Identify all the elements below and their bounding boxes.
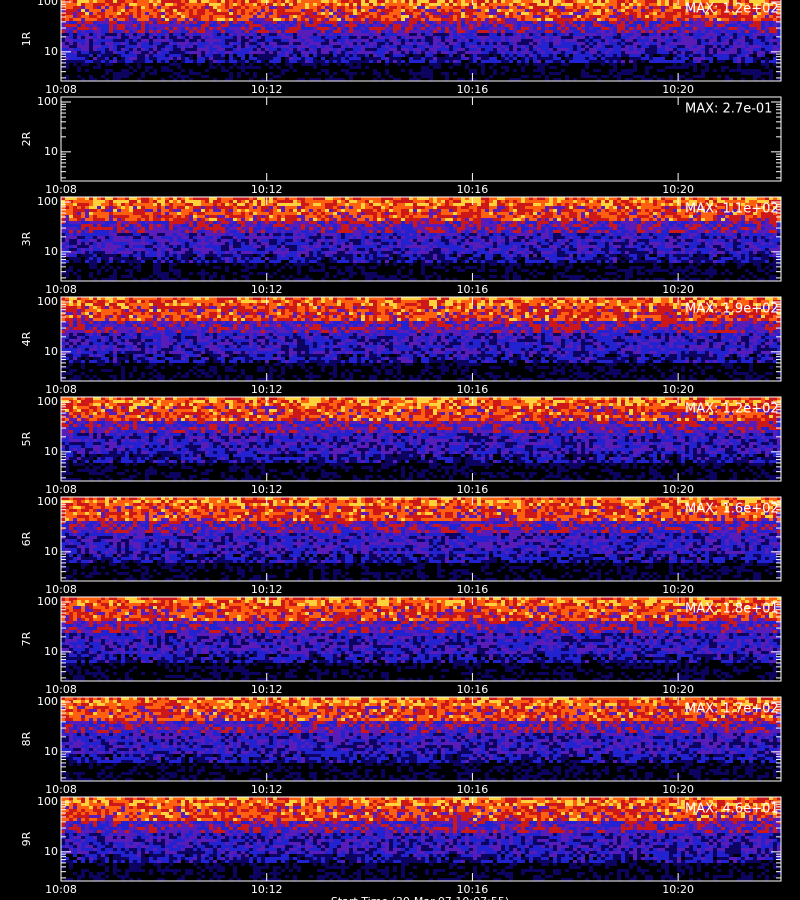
heatmap-texture	[61, 706, 781, 763]
x-tick-label: 10:20	[662, 83, 694, 96]
x-tick-label: 10:08	[45, 283, 77, 296]
plot-frame	[60, 396, 782, 482]
x-tick-label: 10:08	[45, 783, 77, 796]
heatmap-texture	[61, 0, 773, 21]
max-annotation: MAX: 2.7e-01	[685, 102, 772, 117]
heatmap-texture	[61, 6, 781, 63]
heatmap-texture	[77, 597, 781, 621]
y-tick-label: 10	[44, 45, 58, 58]
max-annotation: MAX: 4.6e+01	[685, 802, 779, 817]
x-tick-label: 10:08	[45, 583, 77, 596]
x-tick-label: 10:20	[662, 183, 694, 196]
x-tick-label: 10:08	[45, 83, 77, 96]
y-axis-label: 4R	[20, 331, 33, 346]
x-tick-label: 10:16	[457, 183, 489, 196]
x-tick-label: 10:08	[45, 483, 77, 496]
x-tick-label: 10:20	[662, 583, 694, 596]
x-tick-label: 10:16	[457, 583, 489, 596]
max-annotation: MAX: 1.7e+02	[685, 702, 779, 717]
max-annotation: MAX: 1.6e+02	[685, 502, 779, 517]
x-tick-label: 10:12	[251, 483, 283, 496]
y-tick-label: 100	[37, 695, 58, 708]
x-tick-label: 10:16	[457, 683, 489, 696]
max-annotation: MAX: 1.2e+02	[685, 402, 779, 417]
heatmap-texture	[61, 497, 781, 521]
x-tick-label: 10:16	[457, 383, 489, 396]
y-tick-label: 10	[44, 845, 58, 858]
max-annotation: MAX: 1.9e+02	[685, 302, 779, 317]
plot-frame	[60, 0, 782, 82]
plot-frame	[60, 296, 782, 382]
x-tick-label: 10:12	[251, 683, 283, 696]
y-axis-label: 5R	[20, 431, 33, 446]
heatmap-texture	[61, 197, 781, 221]
x-tick-label: 10:20	[662, 383, 694, 396]
y-tick-label: 10	[44, 645, 58, 658]
x-axis-label: Start Time (30-Mar-07 10:07:55)	[331, 895, 509, 900]
plot-frame	[60, 796, 782, 882]
max-annotation: MAX: 1.1e+02	[685, 202, 779, 217]
y-tick-label: 100	[37, 595, 58, 608]
y-axis-label: 8R	[20, 731, 33, 746]
x-tick-label: 10:16	[457, 783, 489, 796]
y-tick-label: 100	[37, 195, 58, 208]
y-tick-label: 100	[37, 95, 58, 108]
plot-frame	[60, 96, 782, 182]
y-tick-label: 100	[37, 0, 58, 8]
y-tick-label: 10	[44, 445, 58, 458]
x-tick-label: 10:12	[251, 283, 283, 296]
x-tick-label: 10:12	[251, 383, 283, 396]
heatmap-texture	[65, 797, 777, 821]
x-tick-label: 10:20	[662, 283, 694, 296]
x-tick-label: 10:20	[662, 483, 694, 496]
x-tick-label: 10:12	[251, 183, 283, 196]
x-tick-label: 10:12	[251, 583, 283, 596]
heatmap-texture	[69, 297, 781, 321]
x-tick-label: 10:08	[45, 683, 77, 696]
y-tick-label: 100	[37, 295, 58, 308]
plot-frame	[60, 496, 782, 582]
x-tick-label: 10:20	[662, 783, 694, 796]
y-axis-label: 6R	[20, 531, 33, 546]
y-tick-label: 10	[44, 745, 58, 758]
x-tick-label: 10:08	[45, 883, 77, 896]
x-tick-label: 10:12	[251, 83, 283, 96]
y-tick-label: 100	[37, 495, 58, 508]
plot-frame	[60, 596, 782, 682]
y-axis-label: 2R	[20, 131, 33, 146]
y-tick-label: 10	[44, 245, 58, 258]
x-tick-label: 10:20	[662, 683, 694, 696]
y-tick-label: 100	[37, 795, 58, 808]
x-tick-label: 10:16	[457, 883, 489, 896]
x-tick-label: 10:16	[457, 83, 489, 96]
max-annotation: MAX: 1.8e+01	[685, 602, 779, 617]
x-tick-label: 10:08	[45, 183, 77, 196]
x-tick-label: 10:12	[251, 883, 283, 896]
x-tick-label: 10:12	[251, 783, 283, 796]
y-tick-label: 100	[37, 395, 58, 408]
x-tick-label: 10:08	[45, 383, 77, 396]
max-annotation: MAX: 1.2e+02	[685, 2, 779, 17]
y-axis-label: 9R	[20, 831, 33, 846]
x-tick-label: 10:20	[662, 883, 694, 896]
y-axis-label: 7R	[20, 631, 33, 646]
y-tick-label: 10	[44, 545, 58, 558]
plot-frame	[60, 696, 782, 782]
y-axis-label: 3R	[20, 231, 33, 246]
y-tick-label: 10	[44, 145, 58, 158]
heatmap-texture	[61, 697, 777, 721]
y-tick-label: 10	[44, 345, 58, 358]
x-tick-label: 10:16	[457, 483, 489, 496]
plot-frame	[60, 196, 782, 282]
heatmap-texture	[61, 397, 781, 421]
x-tick-label: 10:16	[457, 283, 489, 296]
y-axis-label: 1R	[20, 31, 33, 46]
heatmap-texture	[61, 0, 781, 21]
heatmap-texture	[61, 306, 781, 363]
